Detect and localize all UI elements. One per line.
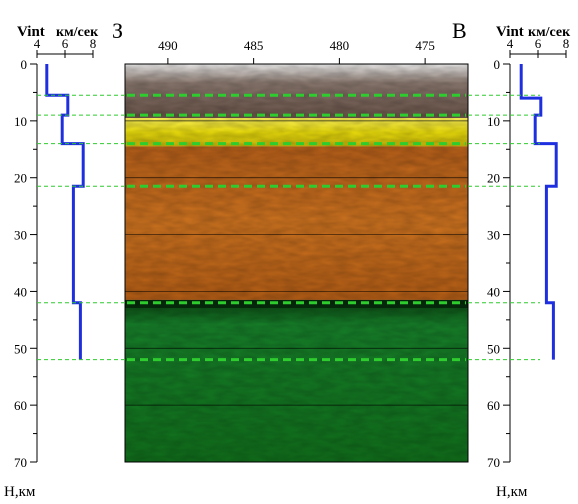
left-velocity-title: Vint xyxy=(17,24,45,40)
left-depth-label: Н,км xyxy=(4,484,36,500)
right-velocity-tick-label: 6 xyxy=(535,36,542,51)
right-depth-tick-label: 60 xyxy=(487,398,500,413)
left-velocity-tick-label: 4 xyxy=(34,36,41,51)
right-depth-tick-label: 20 xyxy=(487,171,500,186)
top-axis-tick-label: 480 xyxy=(330,38,350,53)
left-depth-tick-label: 40 xyxy=(14,284,27,299)
left-depth-tick-label: 10 xyxy=(14,114,27,129)
left-velocity-profile xyxy=(45,64,85,360)
left-depth-tick-label: 50 xyxy=(14,341,27,356)
left-velocity-tick-label: 8 xyxy=(90,36,97,51)
east-label: В xyxy=(452,18,467,43)
left-velocity-tick-label: 6 xyxy=(62,36,69,51)
top-axis-tick-label: 485 xyxy=(244,38,264,53)
right-velocity-unit: км/сек xyxy=(528,25,571,40)
west-label: З xyxy=(112,18,123,43)
left-depth-tick-label: 70 xyxy=(14,455,27,470)
right-velocity-profile xyxy=(519,64,558,360)
left-depth-tick-label: 30 xyxy=(14,228,27,243)
right-depth-tick-label: 10 xyxy=(487,114,500,129)
left-depth-tick-label: 0 xyxy=(21,57,28,72)
horizon-lines xyxy=(37,93,540,362)
left-depth-tick-label: 20 xyxy=(14,171,27,186)
left-velocity-panel: 4 6 8 0 10 20 30 40 50 60 70 xyxy=(14,36,96,470)
seismic-section: 490 485 480 475 xyxy=(124,38,469,463)
right-depth-tick-label: 30 xyxy=(487,228,500,243)
right-velocity-tick-label: 8 xyxy=(563,36,570,51)
right-velocity-title: Vint xyxy=(496,24,524,40)
right-velocity-panel: 4 6 8 0 10 20 30 40 50 60 70 xyxy=(487,36,569,470)
left-velocity-unit: км/сек xyxy=(56,25,99,40)
right-depth-label: Н,км xyxy=(496,484,528,500)
right-depth-tick-label: 50 xyxy=(487,341,500,356)
seismic-texture xyxy=(125,64,468,462)
seismic-frame xyxy=(124,63,469,463)
right-depth-tick-label: 0 xyxy=(494,57,501,72)
right-depth-tick-label: 70 xyxy=(487,455,500,470)
top-axis-tick-label: 490 xyxy=(158,38,178,53)
top-axis-tick-label: 475 xyxy=(415,38,435,53)
right-velocity-tick-label: 4 xyxy=(507,36,514,51)
left-depth-tick-label: 60 xyxy=(14,398,27,413)
right-depth-tick-label: 40 xyxy=(487,284,500,299)
